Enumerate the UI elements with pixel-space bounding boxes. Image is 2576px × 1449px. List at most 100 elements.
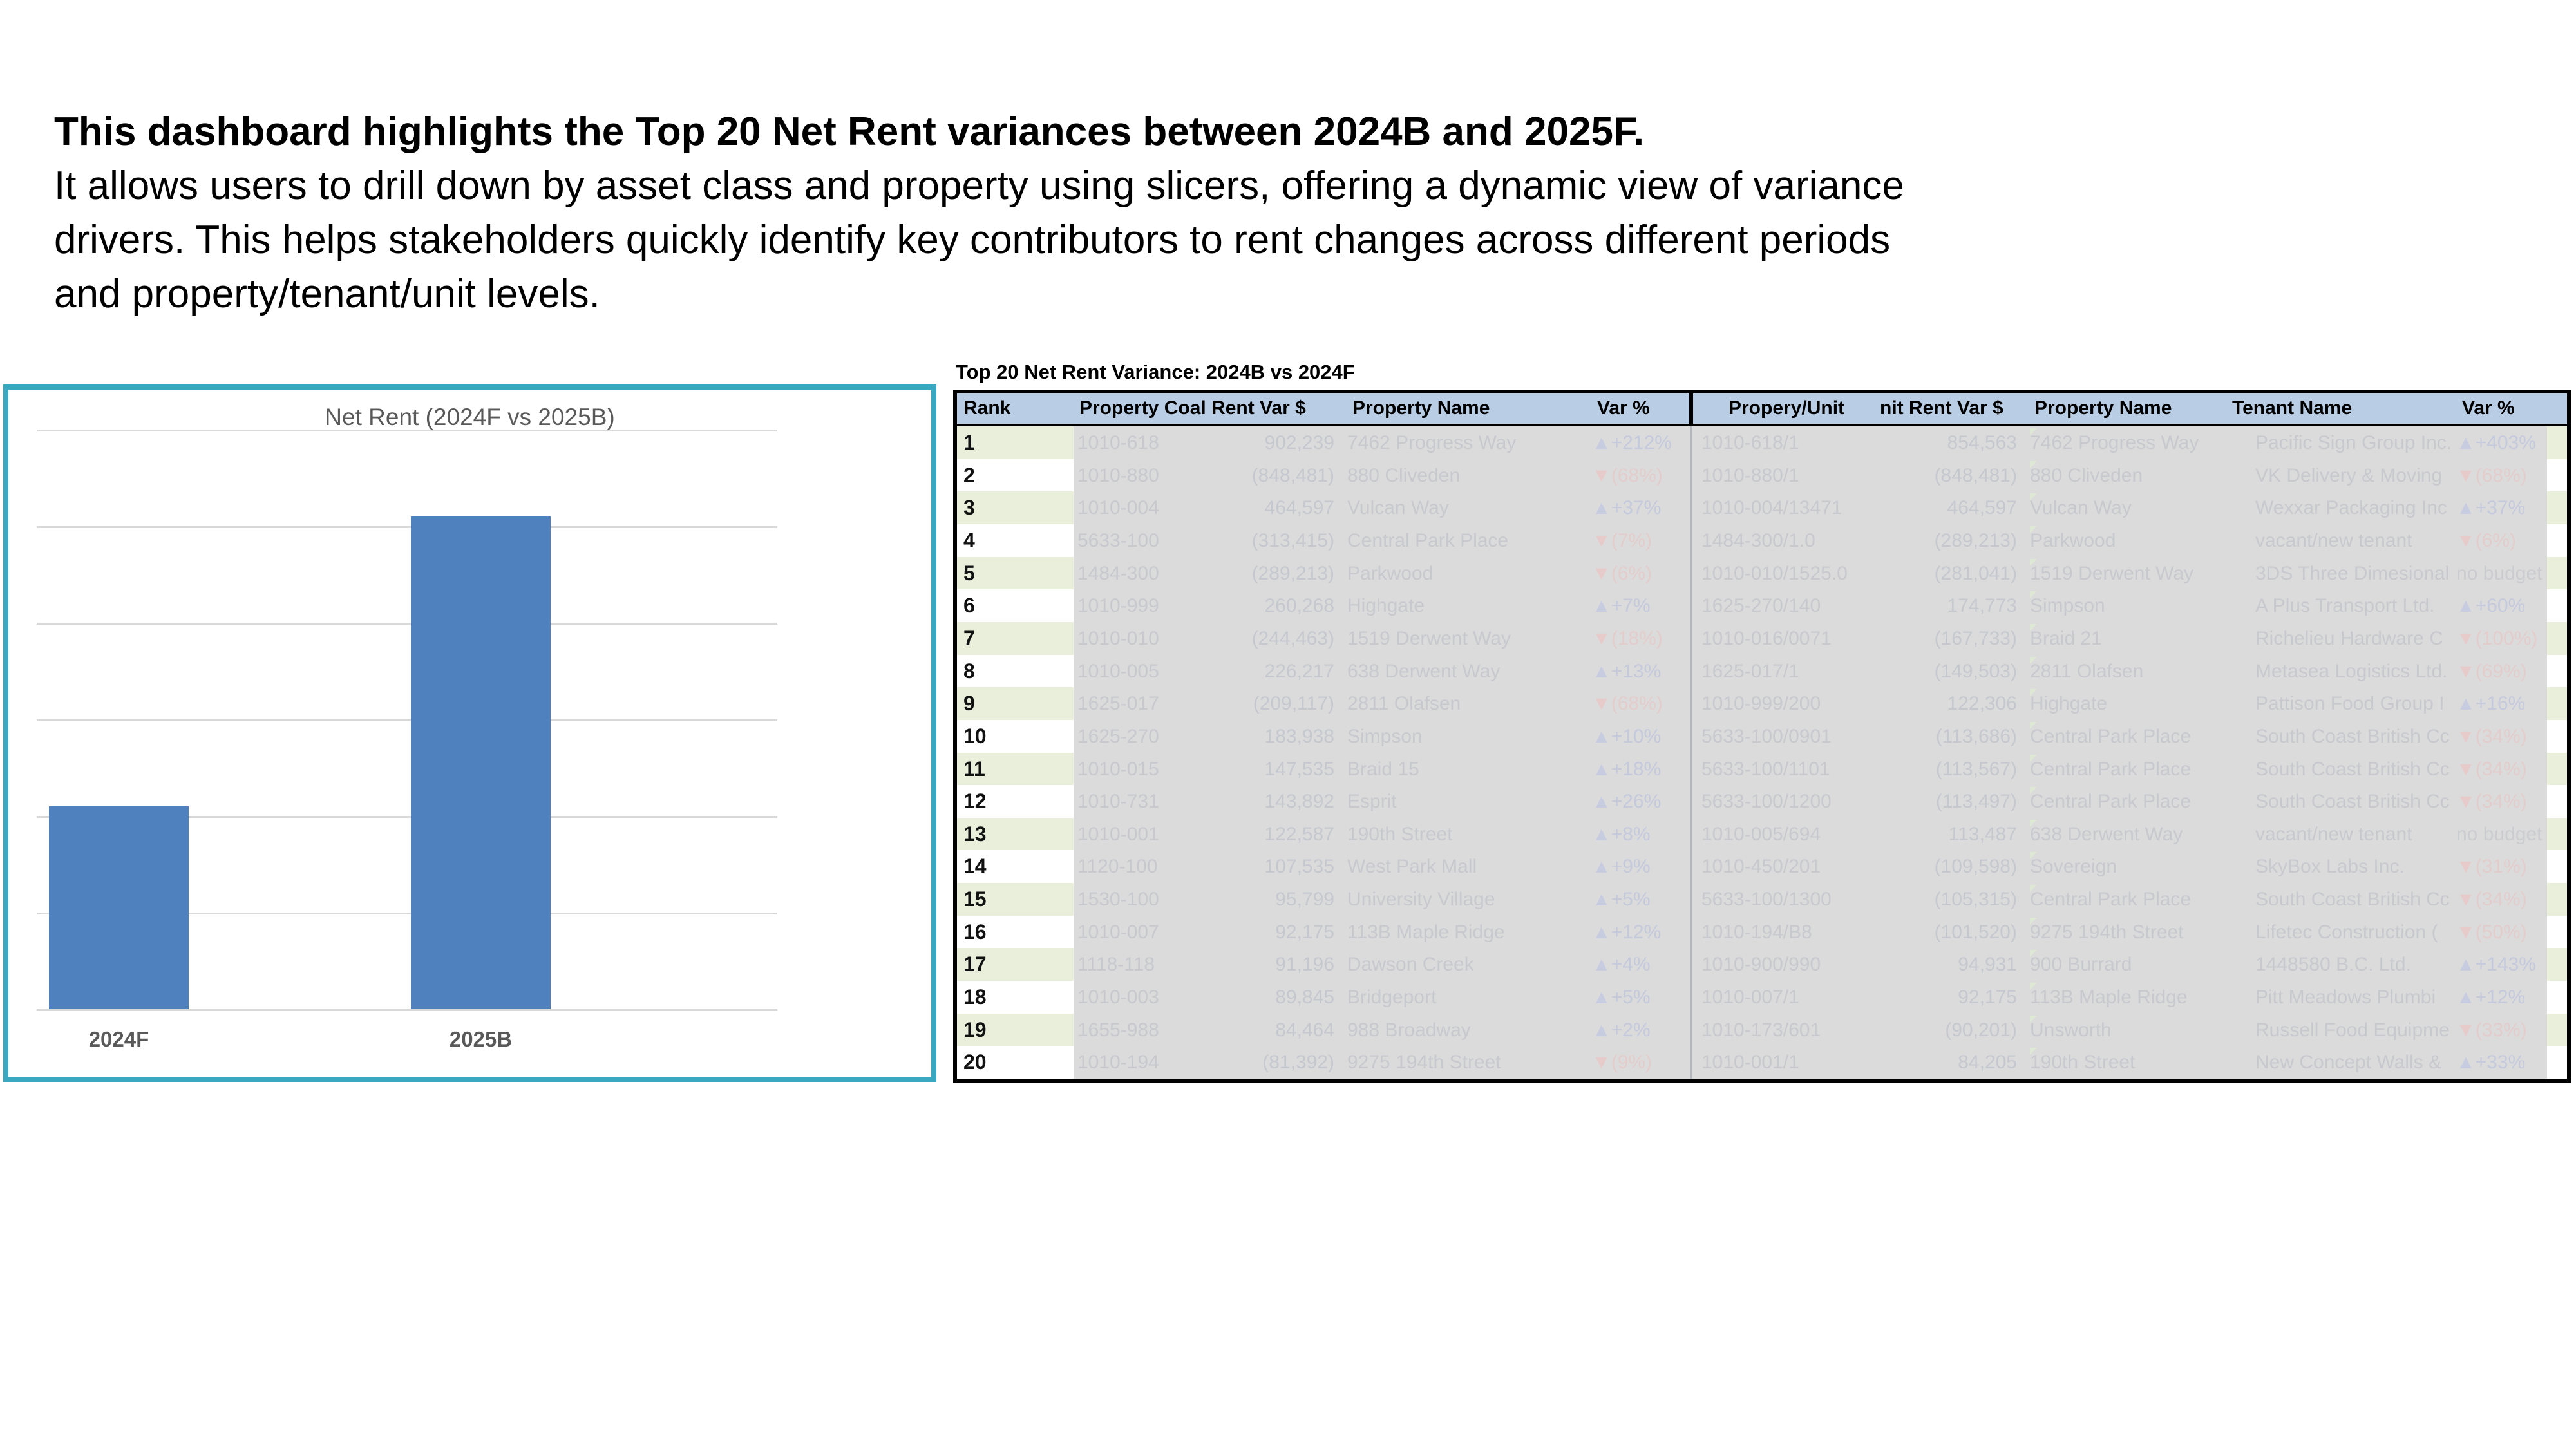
cell-rent-var[interactable]: 183,938	[1264, 725, 1334, 747]
cell-var-pct[interactable]: ▲+10%	[1592, 720, 1689, 753]
cell-unit-rent-var[interactable]: (101,520)	[1934, 921, 2017, 943]
header-property-code-rent-var[interactable]: Property Coal Rent Var $	[1079, 397, 1306, 419]
cell-property-name[interactable]: 2811 Olafsen	[1347, 693, 1461, 715]
cell-tenant-name[interactable]: Russell Food Equipme	[2255, 1019, 2450, 1041]
cell-var-pct-2[interactable]: no budget	[2456, 557, 2547, 590]
cell-property-name-2[interactable]: Sovereign	[2030, 850, 2252, 883]
cell-var-pct-2[interactable]: ▼(34%)	[2456, 883, 2547, 916]
cell-tenant-name[interactable]: Pitt Meadows Plumbi	[2255, 987, 2436, 1009]
cell-property-unit[interactable]: 1625-270/140	[1701, 595, 1821, 617]
cell-tenant-name[interactable]: 1448580 B.C. Ltd.	[2255, 954, 2411, 976]
cell-var-pct[interactable]: ▼(6%)	[1592, 557, 1689, 590]
header-rank[interactable]: Rank	[963, 397, 1011, 419]
cell-property-unit[interactable]: 5633-100/1300	[1701, 889, 1832, 911]
cell-unit-rent-var[interactable]: (113,567)	[1935, 758, 2017, 780]
cell-property-name[interactable]: 9275 194th Street	[1347, 1052, 1501, 1074]
rank-cell[interactable]: 2	[957, 459, 1074, 492]
cell-property-name[interactable]: Dawson Creek	[1347, 954, 1474, 976]
cell-property-name[interactable]: West Park Mall	[1347, 856, 1477, 878]
cell-var-pct[interactable]: ▼(68%)	[1592, 687, 1689, 720]
row-stripe-cell[interactable]	[2547, 719, 2567, 753]
cell-var-pct-2[interactable]: ▼(6%)	[2456, 524, 2547, 557]
cell-var-pct[interactable]: ▲+7%	[1592, 589, 1689, 622]
cell-var-pct-2[interactable]: ▲+16%	[2456, 687, 2547, 720]
cell-property-name-2[interactable]: Central Park Place	[2030, 883, 2252, 916]
cell-var-pct[interactable]: ▲+12%	[1592, 916, 1689, 949]
cell-tenant-name[interactable]: vacant/new tenant	[2255, 823, 2412, 845]
cell-var-pct[interactable]: ▼(18%)	[1592, 622, 1689, 655]
row-stripe-cell[interactable]	[2547, 524, 2567, 557]
cell-property-code[interactable]: 1010-015	[1077, 758, 1159, 780]
cell-unit-rent-var[interactable]: (281,041)	[1934, 562, 2017, 584]
cell-property-name-2[interactable]: Highgate	[2030, 687, 2252, 720]
cell-unit-rent-var[interactable]: (289,213)	[1934, 529, 2017, 551]
cell-property-name[interactable]: Vulcan Way	[1347, 497, 1449, 519]
cell-property-name-2[interactable]: Unsworth	[2030, 1014, 2252, 1046]
rank-cell[interactable]: 1	[957, 426, 1074, 459]
cell-var-pct[interactable]: ▲+13%	[1592, 655, 1689, 688]
cell-rent-var[interactable]: (848,481)	[1251, 464, 1334, 486]
cell-tenant-name[interactable]: South Coast British Cc	[2255, 725, 2450, 747]
row-stripe-cell[interactable]	[2547, 817, 2567, 851]
row-stripe-cell[interactable]	[2547, 981, 2567, 1014]
cell-rent-var[interactable]: 91,196	[1275, 954, 1334, 976]
cell-property-unit[interactable]: 1010-007/1	[1701, 987, 1799, 1009]
rank-cell[interactable]: 18	[957, 981, 1074, 1014]
cell-property-name[interactable]: University Village	[1347, 889, 1495, 911]
row-stripe-cell[interactable]	[2547, 850, 2567, 884]
cell-property-code[interactable]: 1530-100	[1077, 889, 1159, 911]
row-stripe-cell[interactable]	[2547, 491, 2567, 525]
cell-var-pct[interactable]: ▼(68%)	[1592, 459, 1689, 492]
cell-property-code[interactable]: 1010-618	[1077, 432, 1159, 453]
cell-var-pct[interactable]: ▲+26%	[1592, 785, 1689, 818]
cell-tenant-name[interactable]: SkyBox Labs Inc.	[2255, 856, 2405, 878]
cell-var-pct[interactable]: ▲+8%	[1592, 818, 1689, 851]
cell-property-name-2[interactable]: 900 Burrard	[2030, 948, 2252, 981]
header-var-pct[interactable]: Var %	[1597, 397, 1650, 419]
row-stripe-cell[interactable]	[2547, 556, 2567, 590]
row-stripe-cell[interactable]	[2547, 948, 2567, 981]
cell-property-code[interactable]: 1010-194	[1077, 1052, 1159, 1074]
cell-var-pct-2[interactable]: ▼(34%)	[2456, 753, 2547, 786]
header-property-name[interactable]: Property Name	[1352, 397, 1490, 419]
cell-property-name-2[interactable]: 1519 Derwent Way	[2030, 557, 2252, 590]
cell-property-unit[interactable]: 5633-100/0901	[1701, 725, 1832, 747]
cell-var-pct[interactable]: ▼(9%)	[1592, 1046, 1689, 1079]
cell-property-unit[interactable]: 1010-005/694	[1701, 823, 1821, 845]
cell-tenant-name[interactable]: A Plus Transport Ltd.	[2255, 595, 2435, 617]
cell-property-name[interactable]: 113B Maple Ridge	[1347, 921, 1505, 943]
cell-rent-var[interactable]: (313,415)	[1251, 529, 1334, 551]
cell-property-name-2[interactable]: 113B Maple Ridge	[2030, 981, 2252, 1014]
cell-tenant-name[interactable]: vacant/new tenant	[2255, 529, 2412, 551]
header-unit-rent-var[interactable]: nit Rent Var $	[1880, 397, 2003, 419]
cell-rent-var[interactable]: 92,175	[1275, 921, 1334, 943]
cell-rent-var[interactable]: 122,587	[1264, 823, 1334, 845]
cell-property-name-2[interactable]: Simpson	[2030, 589, 2252, 622]
cell-tenant-name[interactable]: Metasea Logistics Ltd.	[2255, 660, 2448, 682]
cell-property-unit[interactable]: 1010-016/0071	[1701, 627, 1832, 649]
cell-property-code[interactable]: 1625-270	[1077, 725, 1159, 747]
cell-unit-rent-var[interactable]: 94,931	[1958, 954, 2017, 976]
rank-cell[interactable]: 11	[957, 752, 1074, 786]
cell-property-name[interactable]: 880 Cliveden	[1347, 464, 1461, 486]
cell-property-unit[interactable]: 1625-017/1	[1701, 660, 1799, 682]
cell-var-pct-2[interactable]: ▼(33%)	[2456, 1014, 2547, 1046]
rank-cell[interactable]: 5	[957, 556, 1074, 590]
header-property-name-2[interactable]: Property Name	[2034, 397, 2172, 419]
rank-cell[interactable]: 4	[957, 524, 1074, 557]
cell-property-name-2[interactable]: Vulcan Way	[2030, 491, 2252, 524]
rank-cell[interactable]: 9	[957, 687, 1074, 721]
cell-property-name-2[interactable]: 7462 Progress Way	[2030, 426, 2252, 459]
cell-property-code[interactable]: 1655-988	[1077, 1019, 1159, 1041]
cell-property-unit[interactable]: 1010-900/990	[1701, 954, 1821, 976]
cell-property-name-2[interactable]: 190th Street	[2030, 1046, 2252, 1079]
cell-var-pct-2[interactable]: ▲+33%	[2456, 1046, 2547, 1079]
cell-var-pct-2[interactable]: ▲+403%	[2456, 426, 2547, 459]
rank-cell[interactable]: 3	[957, 491, 1074, 525]
cell-tenant-name[interactable]: South Coast British Cc	[2255, 758, 2450, 780]
rank-cell[interactable]: 10	[957, 719, 1074, 753]
cell-property-code[interactable]: 1120-100	[1077, 856, 1158, 878]
cell-property-unit[interactable]: 1010-173/601	[1701, 1019, 1821, 1041]
cell-tenant-name[interactable]: New Concept Walls &	[2255, 1052, 2441, 1074]
rank-cell[interactable]: 6	[957, 589, 1074, 623]
